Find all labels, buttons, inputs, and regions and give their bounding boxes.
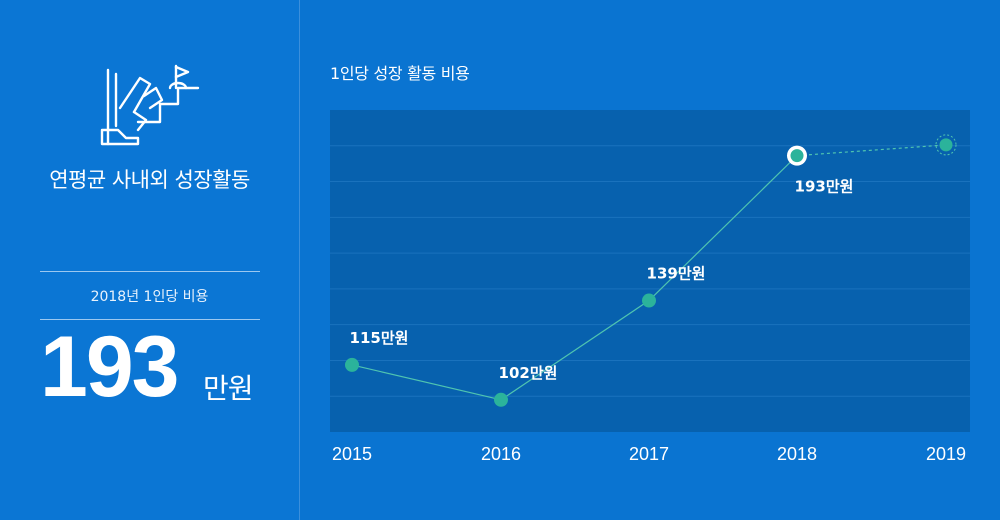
stat-unit: 만원 xyxy=(203,372,254,405)
data-point xyxy=(345,357,359,372)
x-tick-label: 2016 xyxy=(481,444,521,464)
divider-top xyxy=(40,271,260,272)
climbing-stairs-flag-icon xyxy=(100,64,200,146)
x-tick-label: 2015 xyxy=(332,444,372,464)
chart-title: 1인당 성장 활동 비용 xyxy=(330,64,470,83)
x-tick-label: 2017 xyxy=(629,444,669,464)
x-tick-label: 2019 xyxy=(926,444,966,464)
data-point xyxy=(642,293,656,308)
stat-value: 193 xyxy=(40,319,179,415)
x-tick-label: 2018 xyxy=(777,444,817,464)
divider-bottom xyxy=(40,319,260,320)
data-point xyxy=(790,149,804,163)
data-point xyxy=(494,392,508,407)
plot-area xyxy=(330,110,970,432)
data-point xyxy=(939,138,953,152)
data-label: 139만원 xyxy=(647,265,706,283)
data-point-projected-ring xyxy=(935,134,957,156)
summary-panel: 연평균 사내외 성장활동 2018년 1인당 비용 193 만원 xyxy=(0,0,300,520)
stat-label: 2018년 1인당 비용 xyxy=(90,289,209,305)
series-line-segment xyxy=(648,155,798,301)
series-line-segment xyxy=(500,300,650,401)
data-label: 102만원 xyxy=(499,364,558,382)
data-label: 193만원 xyxy=(795,178,854,196)
series-line-segment xyxy=(351,364,502,401)
panel-title: 연평균 사내외 성장활동 xyxy=(49,168,250,192)
series-line-segment xyxy=(796,144,947,157)
data-label: 115만원 xyxy=(350,329,409,347)
